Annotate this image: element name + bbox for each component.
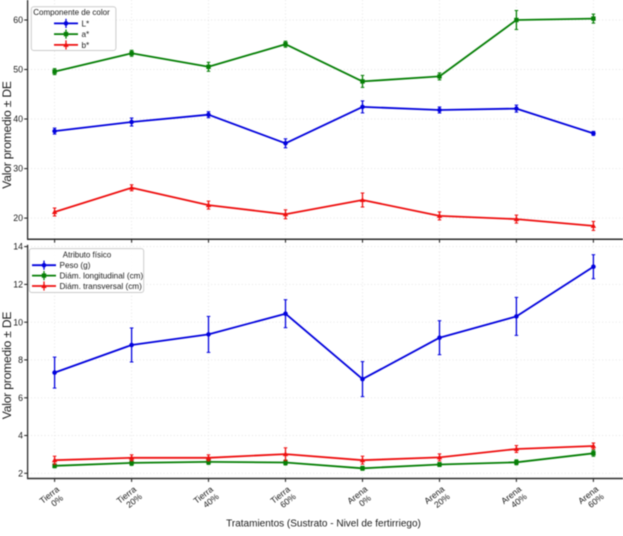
svg-text:a*: a* bbox=[82, 30, 91, 39]
svg-text:30: 30 bbox=[13, 164, 23, 174]
svg-text:Diám. transversal (cm): Diám. transversal (cm) bbox=[60, 282, 143, 291]
svg-text:8: 8 bbox=[18, 355, 23, 365]
svg-text:Componente de color: Componente de color bbox=[33, 8, 110, 17]
svg-text:Atributo físico: Atributo físico bbox=[63, 251, 112, 260]
svg-text:10: 10 bbox=[13, 317, 23, 327]
svg-text:20: 20 bbox=[13, 213, 23, 223]
svg-text:2: 2 bbox=[18, 468, 23, 478]
svg-text:6: 6 bbox=[18, 393, 23, 403]
svg-text:Valor promedio ± DE: Valor promedio ± DE bbox=[0, 81, 14, 189]
svg-text:L*: L* bbox=[82, 19, 91, 28]
svg-text:Valor promedio ± DE: Valor promedio ± DE bbox=[0, 312, 14, 420]
svg-text:Peso (g): Peso (g) bbox=[60, 261, 91, 270]
svg-text:4: 4 bbox=[18, 431, 23, 441]
svg-text:Diám. longitudinal (cm): Diám. longitudinal (cm) bbox=[60, 272, 144, 281]
svg-text:12: 12 bbox=[13, 280, 23, 290]
svg-text:b*: b* bbox=[82, 41, 91, 50]
svg-text:50: 50 bbox=[13, 65, 23, 75]
svg-text:14: 14 bbox=[13, 242, 23, 252]
svg-text:Tratamientos (Sustrato - Nivel: Tratamientos (Sustrato - Nivel de fertir… bbox=[226, 519, 421, 530]
svg-text:40: 40 bbox=[13, 114, 23, 124]
svg-text:60: 60 bbox=[13, 15, 23, 25]
